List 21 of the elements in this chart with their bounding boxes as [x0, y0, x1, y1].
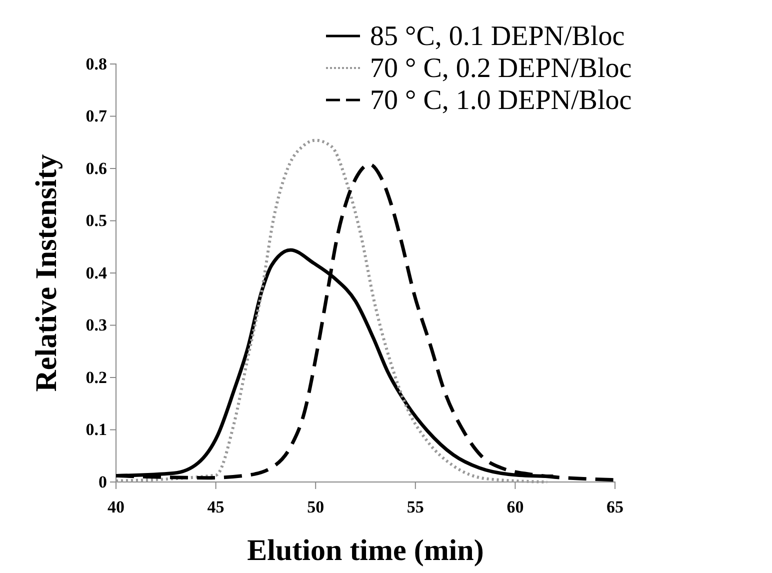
legend-label: 85 °C, 0.1 DEPN/Bloc	[370, 21, 625, 52]
x-tick-label: 60	[506, 497, 524, 516]
y-tick-label: 0.7	[86, 106, 108, 126]
x-tick-label: 65	[606, 497, 624, 516]
x-tick-label: 55	[406, 497, 424, 516]
y-tick-label: 0.5	[86, 211, 107, 230]
legend-label: 70 ° C, 1.0 DEPN/Bloc	[370, 85, 632, 116]
y-tick-label: 0.1	[86, 420, 107, 440]
y-tick-label: 0.6	[86, 158, 107, 178]
y-tick-label: 0.2	[86, 368, 107, 387]
line-series	[114, 138, 549, 484]
x-axis-title: Elution time (min)	[247, 534, 484, 567]
x-tick-label: 45	[207, 497, 224, 516]
x-tick-label: 50	[307, 497, 324, 516]
y-tick-label: 0.3	[86, 316, 107, 335]
y-tick-label: 0.4	[86, 263, 108, 282]
legend-label: 70 ° C, 0.2 DEPN/Bloc	[370, 53, 632, 84]
y-tick-label: 0.8	[86, 54, 107, 74]
x-tick-label: 40	[108, 497, 124, 516]
y-axis-title: Relative Instensity	[30, 154, 63, 392]
y-tick-label: 0	[98, 472, 107, 492]
